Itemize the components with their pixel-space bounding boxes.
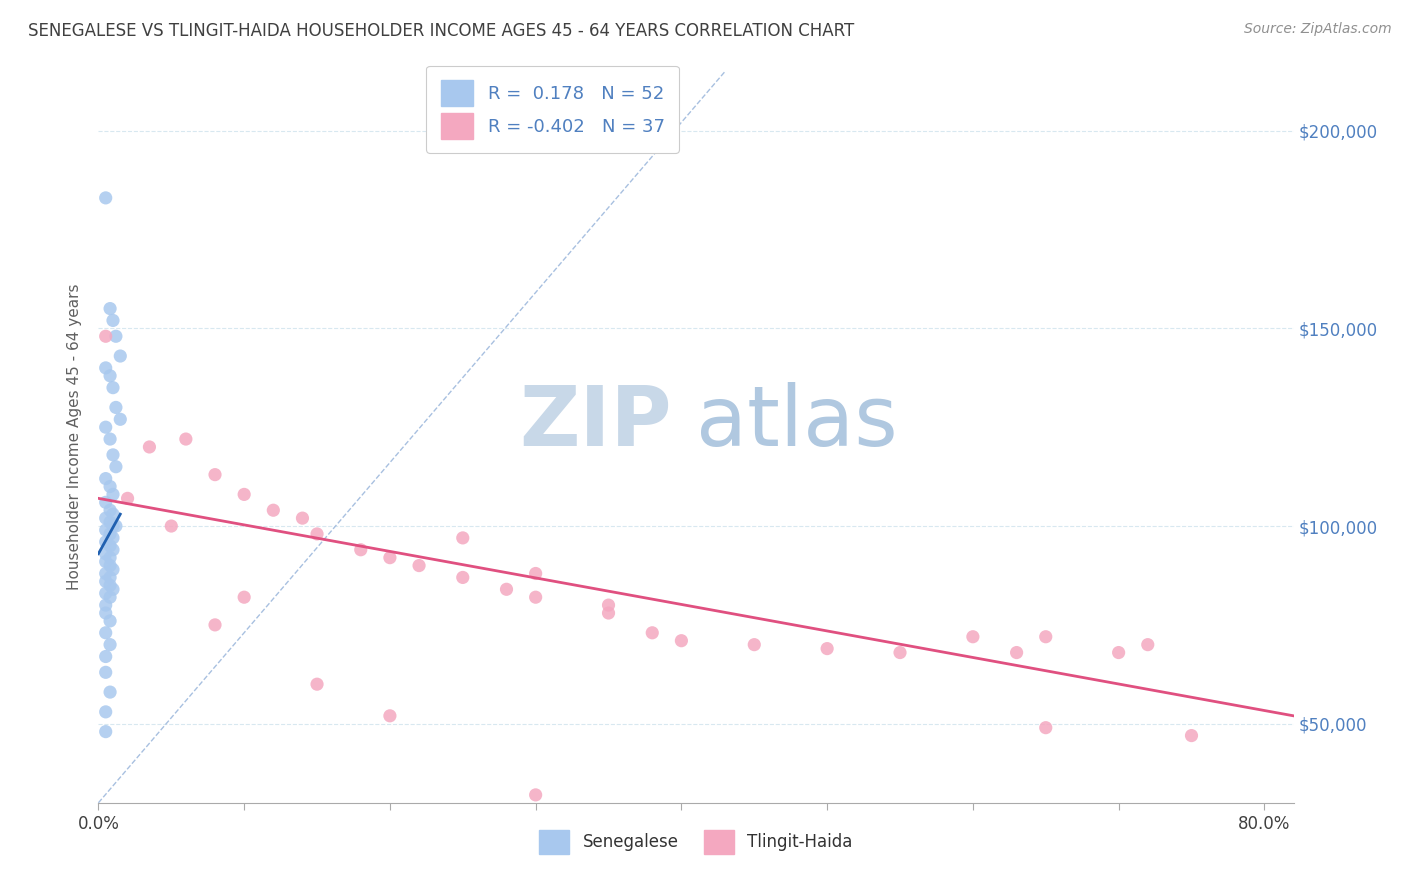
Point — [94, 606, 117, 620]
Point — [94, 523, 117, 537]
Point — [98, 479, 121, 493]
Point — [94, 555, 117, 569]
Point — [94, 649, 117, 664]
Point — [101, 507, 124, 521]
Point — [408, 558, 430, 573]
Point — [94, 724, 117, 739]
Point — [378, 708, 401, 723]
Y-axis label: Householder Income Ages 45 - 64 years: Householder Income Ages 45 - 64 years — [67, 284, 83, 591]
Point — [94, 472, 117, 486]
Point — [101, 519, 124, 533]
Legend: Senegalese, Tlingit-Haida: Senegalese, Tlingit-Haida — [533, 823, 859, 860]
Point — [101, 562, 124, 576]
Point — [524, 591, 547, 605]
Point — [98, 614, 121, 628]
Point — [94, 566, 117, 581]
Point — [1035, 630, 1057, 644]
Point — [1035, 721, 1057, 735]
Point — [305, 527, 328, 541]
Point — [94, 705, 117, 719]
Point — [98, 368, 121, 383]
Point — [524, 566, 547, 581]
Point — [305, 677, 328, 691]
Point — [889, 646, 911, 660]
Point — [101, 542, 124, 557]
Point — [815, 641, 838, 656]
Point — [101, 531, 124, 545]
Point — [98, 558, 121, 573]
Point — [101, 487, 124, 501]
Point — [94, 574, 117, 589]
Point — [110, 349, 132, 363]
Point — [98, 503, 121, 517]
Point — [104, 459, 127, 474]
Point — [94, 495, 117, 509]
Point — [101, 448, 124, 462]
Point — [94, 360, 117, 375]
Point — [378, 550, 401, 565]
Point — [495, 582, 517, 597]
Point — [204, 618, 226, 632]
Point — [94, 625, 117, 640]
Point — [742, 638, 765, 652]
Point — [350, 542, 373, 557]
Point — [94, 586, 117, 600]
Point — [98, 432, 121, 446]
Point — [98, 550, 121, 565]
Point — [233, 591, 256, 605]
Point — [160, 519, 183, 533]
Point — [98, 301, 121, 316]
Point — [94, 665, 117, 680]
Point — [1180, 729, 1202, 743]
Point — [98, 539, 121, 553]
Point — [117, 491, 139, 506]
Point — [98, 515, 121, 529]
Text: SENEGALESE VS TLINGIT-HAIDA HOUSEHOLDER INCOME AGES 45 - 64 YEARS CORRELATION CH: SENEGALESE VS TLINGIT-HAIDA HOUSEHOLDER … — [28, 22, 855, 40]
Point — [94, 511, 117, 525]
Point — [1005, 646, 1028, 660]
Point — [94, 420, 117, 434]
Text: ZIP: ZIP — [520, 382, 672, 463]
Point — [1108, 646, 1130, 660]
Point — [101, 582, 124, 597]
Point — [94, 598, 117, 612]
Point — [598, 598, 620, 612]
Point — [262, 503, 284, 517]
Point — [104, 401, 127, 415]
Point — [174, 432, 197, 446]
Point — [204, 467, 226, 482]
Point — [98, 591, 121, 605]
Point — [101, 313, 124, 327]
Point — [138, 440, 160, 454]
Point — [671, 633, 693, 648]
Point — [291, 511, 314, 525]
Text: atlas: atlas — [696, 382, 897, 463]
Point — [98, 570, 121, 584]
Point — [1136, 638, 1159, 652]
Point — [598, 606, 620, 620]
Point — [98, 527, 121, 541]
Point — [98, 685, 121, 699]
Point — [98, 578, 121, 592]
Point — [962, 630, 984, 644]
Point — [233, 487, 256, 501]
Point — [94, 547, 117, 561]
Point — [98, 638, 121, 652]
Point — [104, 519, 127, 533]
Point — [110, 412, 132, 426]
Point — [104, 329, 127, 343]
Point — [524, 788, 547, 802]
Point — [641, 625, 664, 640]
Point — [94, 534, 117, 549]
Point — [101, 381, 124, 395]
Text: Source: ZipAtlas.com: Source: ZipAtlas.com — [1244, 22, 1392, 37]
Point — [451, 570, 474, 584]
Point — [94, 191, 117, 205]
Point — [94, 329, 117, 343]
Point — [451, 531, 474, 545]
